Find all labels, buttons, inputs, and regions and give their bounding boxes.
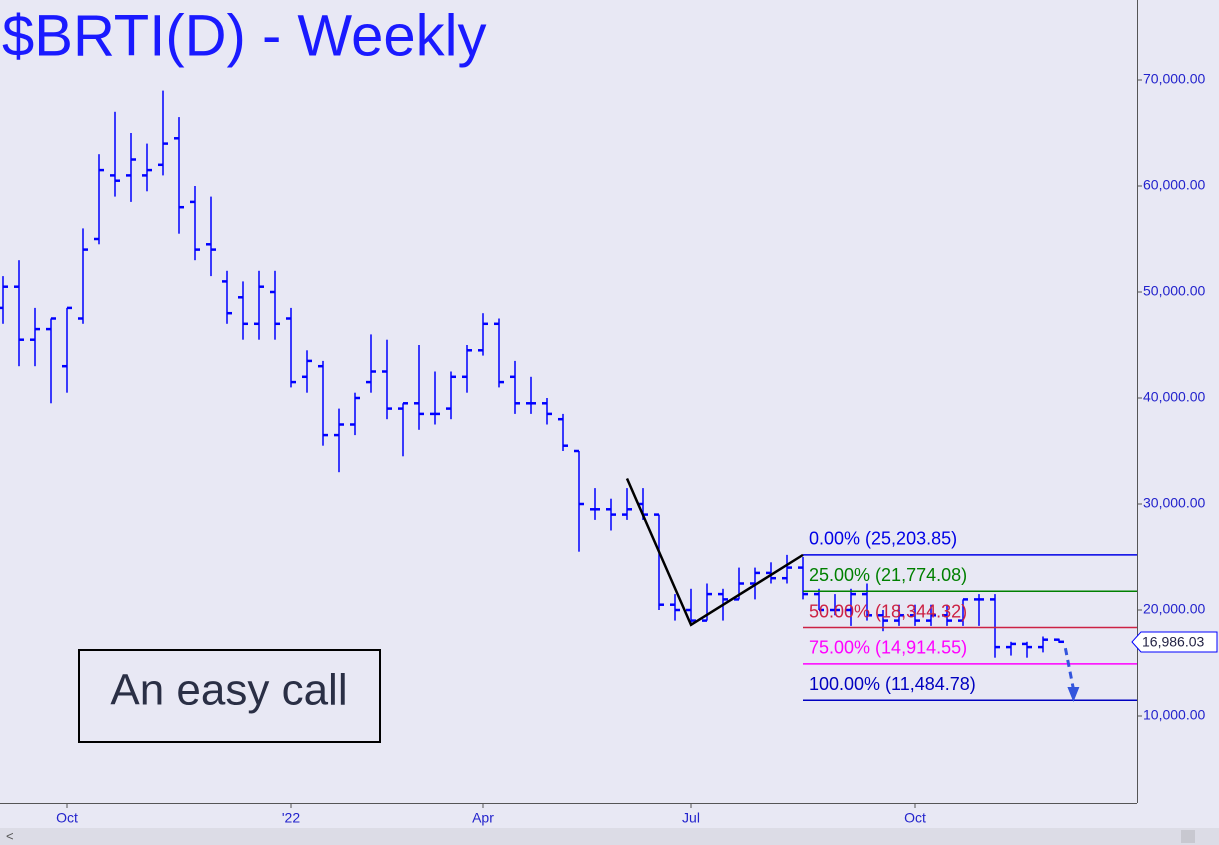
scrollbar[interactable] bbox=[0, 828, 1219, 845]
x-tick-label: Oct bbox=[904, 810, 926, 826]
x-tick-label: Apr bbox=[472, 810, 494, 826]
last-price-tag bbox=[1131, 631, 1218, 653]
x-tick-label: Jul bbox=[682, 810, 700, 826]
fib-label: 0.00% (25,203.85) bbox=[809, 529, 957, 549]
pattern-line bbox=[625, 478, 804, 627]
fib-label: 50.00% (18,344.32) bbox=[809, 601, 967, 621]
annotation-box bbox=[78, 649, 381, 743]
scroll-left[interactable]: < bbox=[6, 828, 14, 843]
chart-title: $BRTI(D) - Weekly bbox=[2, 3, 486, 68]
y-tick-label: 40,000.00 bbox=[1143, 389, 1205, 405]
last-price-label: 16,986.03 bbox=[1142, 634, 1204, 650]
y-tick-label: 70,000.00 bbox=[1143, 71, 1205, 87]
x-tick-label: Oct bbox=[56, 810, 78, 826]
annotation: An easy call bbox=[110, 666, 347, 715]
y-tick-label: 20,000.00 bbox=[1143, 601, 1205, 617]
y-tick-label: 60,000.00 bbox=[1143, 177, 1205, 193]
projection-arrow bbox=[1063, 647, 1075, 690]
fib-label: 100.00% (11,484.78) bbox=[809, 674, 976, 694]
fib-label: 75.00% (14,914.55) bbox=[809, 638, 967, 658]
y-tick-label: 30,000.00 bbox=[1143, 495, 1205, 511]
projection-arrowhead bbox=[1067, 687, 1080, 703]
fib-label: 25.00% (21,774.08) bbox=[809, 565, 967, 585]
x-tick-label: '22 bbox=[282, 810, 300, 826]
y-tick-label: 50,000.00 bbox=[1143, 283, 1205, 299]
scroll-thumb[interactable] bbox=[1181, 830, 1195, 843]
y-tick-label: 10,000.00 bbox=[1143, 707, 1205, 723]
